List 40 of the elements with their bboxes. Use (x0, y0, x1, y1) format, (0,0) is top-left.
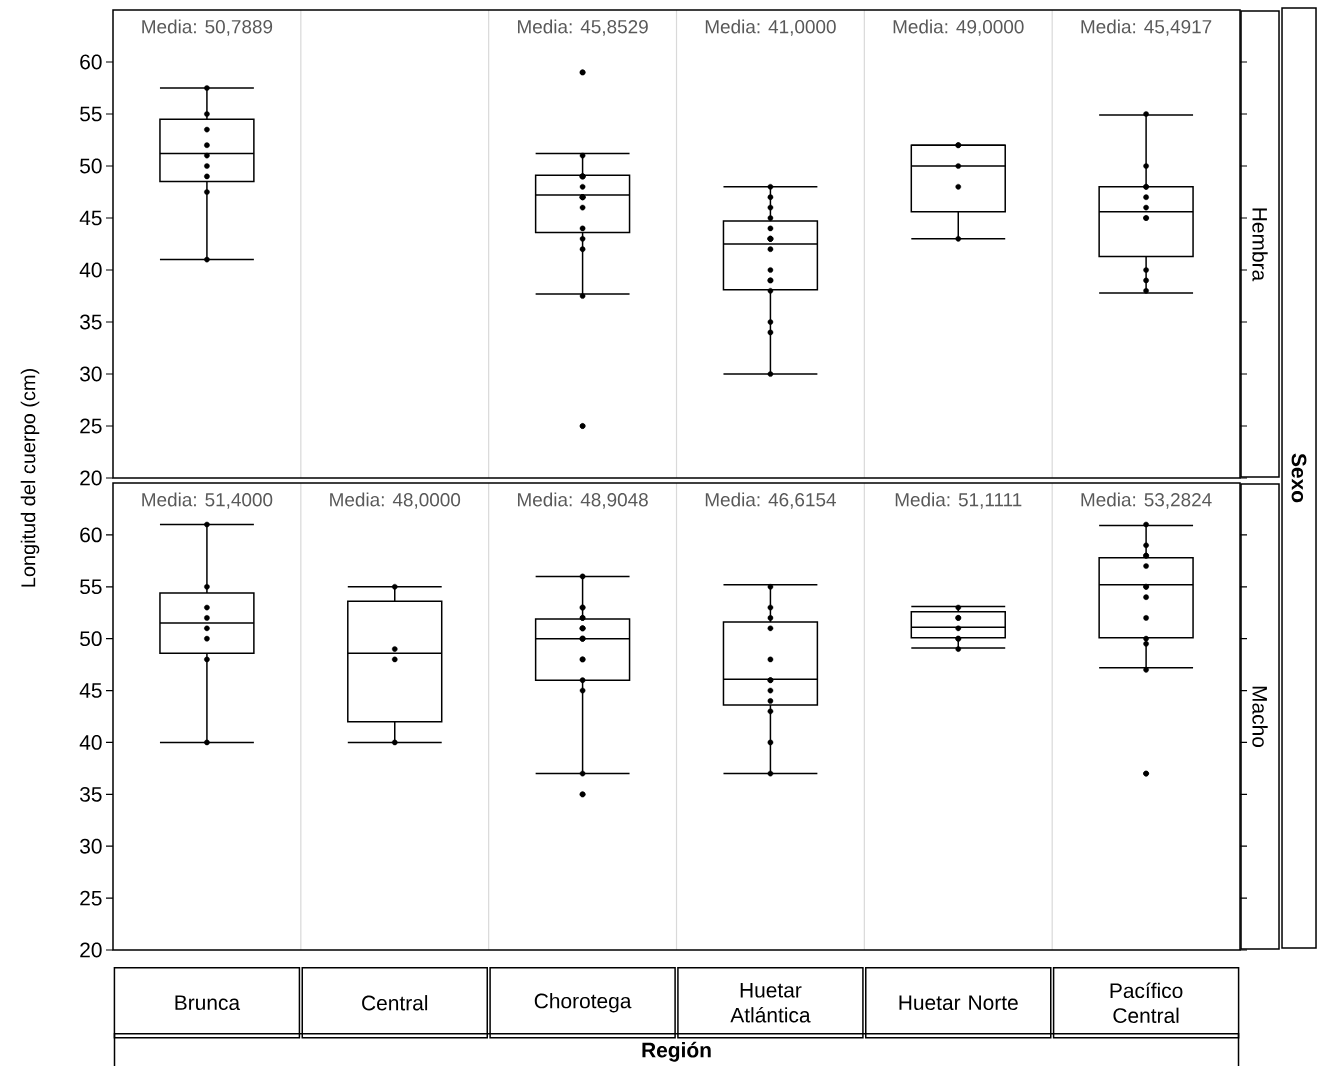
y-tick-label: 30 (80, 838, 102, 854)
annotation: Media: 45,8529 (518, 19, 648, 36)
y-tick-label: 45 (79, 210, 102, 226)
annotation: Media: 48,0000 (330, 492, 461, 509)
x-tick-label: Central (362, 995, 428, 1011)
y-tick-label: 35 (80, 314, 102, 330)
legend-title: Sexo (1291, 453, 1307, 503)
y-tick-label: 35 (80, 786, 102, 802)
y-tick-label: 20 (80, 470, 102, 486)
x-tick-label: Huetar Norte (899, 995, 1018, 1011)
x-tick-label: Chorotega (534, 993, 632, 1013)
annotation: Media: 46,6154 (705, 492, 836, 509)
x-tick-label: Pacífico Central (1110, 982, 1183, 1024)
x-tick-label: Brunca (175, 995, 241, 1011)
annotation: Media: 51,1111 (895, 492, 1022, 509)
y-axis-title: Longitud del cuerpo (cm) (20, 369, 40, 587)
y-tick-label: 40 (79, 735, 102, 750)
x-tick-label: Huetar Atlántica (730, 983, 811, 1023)
y-tick-label: 50 (80, 631, 102, 647)
y-tick-label: 30 (80, 366, 102, 382)
annotation: Media: 49,0000 (893, 19, 1024, 36)
y-tick-label: 50 (80, 158, 102, 174)
y-tick-label: 45 (79, 683, 102, 698)
y-tick-label: 25 (80, 418, 102, 434)
text: Macho (1252, 686, 1268, 747)
annotation: Media: 50,7889 (142, 19, 273, 36)
annotation: Media: 48,9048 (518, 492, 648, 509)
y-tick-label: 20 (80, 942, 102, 958)
y-tick-label: 25 (80, 890, 102, 906)
annotation: Media: 53,2824 (1081, 492, 1212, 509)
text: Hembra (1252, 208, 1268, 282)
annotation: Media: 45,4917 (1081, 19, 1212, 36)
y-tick-label: 55 (80, 579, 102, 595)
x-axis-title: Región (642, 1041, 711, 1062)
y-tick-label: 60 (80, 54, 102, 70)
y-tick-label: 40 (79, 262, 102, 278)
y-tick-label: 55 (80, 106, 102, 122)
y-tick-label: 60 (80, 527, 102, 543)
annotation: Media: 51,4000 (142, 492, 273, 509)
annotation: Media: 41,0000 (705, 19, 836, 36)
